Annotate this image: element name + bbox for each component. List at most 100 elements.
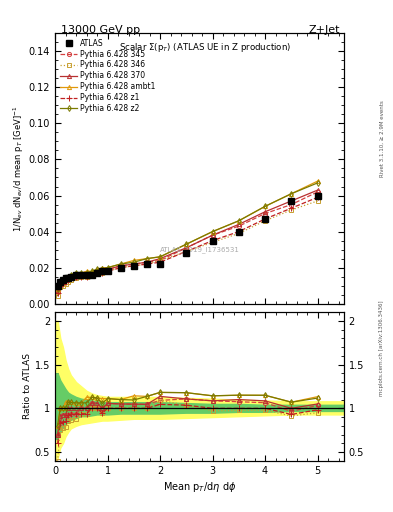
ATLAS bbox=[100, 268, 105, 274]
Pythia 6.428 z1 bbox=[61, 281, 65, 287]
Text: mcplots.cern.ch [arXiv:1306.3436]: mcplots.cern.ch [arXiv:1306.3436] bbox=[380, 301, 384, 396]
Pythia 6.428 z2 bbox=[315, 180, 320, 186]
Pythia 6.428 ambt1 bbox=[263, 203, 268, 209]
Pythia 6.428 ambt1 bbox=[184, 241, 189, 247]
Pythia 6.428 z2 bbox=[68, 272, 73, 278]
Pythia 6.428 z1 bbox=[184, 248, 189, 254]
ATLAS bbox=[95, 270, 99, 276]
Pythia 6.428 z2 bbox=[210, 228, 215, 234]
Pythia 6.428 ambt1 bbox=[63, 273, 68, 280]
Pythia 6.428 z2 bbox=[61, 277, 65, 283]
Line: Pythia 6.428 z1: Pythia 6.428 z1 bbox=[55, 195, 320, 295]
Pythia 6.428 346 bbox=[145, 261, 149, 267]
Text: 13000 GeV pp: 13000 GeV pp bbox=[61, 25, 140, 35]
Text: Z+Jet: Z+Jet bbox=[309, 25, 340, 35]
Pythia 6.428 z1 bbox=[210, 238, 215, 244]
Pythia 6.428 370 bbox=[95, 268, 99, 274]
Pythia 6.428 345 bbox=[131, 261, 136, 267]
Pythia 6.428 ambt1 bbox=[100, 265, 105, 271]
Pythia 6.428 370 bbox=[58, 281, 62, 287]
Pythia 6.428 346 bbox=[237, 230, 241, 237]
Pythia 6.428 z1 bbox=[66, 277, 70, 283]
Pythia 6.428 370 bbox=[158, 255, 162, 262]
Pythia 6.428 ambt1 bbox=[237, 218, 241, 224]
Line: Pythia 6.428 345: Pythia 6.428 345 bbox=[55, 190, 320, 293]
Pythia 6.428 ambt1 bbox=[66, 273, 70, 280]
Pythia 6.428 z1 bbox=[145, 261, 149, 267]
Pythia 6.428 ambt1 bbox=[90, 268, 94, 274]
Pythia 6.428 345 bbox=[90, 270, 94, 276]
Pythia 6.428 345 bbox=[58, 283, 62, 289]
Pythia 6.428 370 bbox=[55, 288, 60, 294]
Pythia 6.428 z2 bbox=[263, 203, 268, 209]
Text: Rivet 3.1.10, ≥ 2.9M events: Rivet 3.1.10, ≥ 2.9M events bbox=[380, 100, 384, 177]
Pythia 6.428 z1 bbox=[105, 268, 110, 274]
Pythia 6.428 z2 bbox=[131, 259, 136, 265]
ATLAS bbox=[68, 273, 73, 280]
Line: ATLAS: ATLAS bbox=[55, 193, 321, 289]
Pythia 6.428 ambt1 bbox=[68, 272, 73, 278]
Pythia 6.428 346 bbox=[184, 248, 189, 254]
Pythia 6.428 346 bbox=[158, 258, 162, 264]
Pythia 6.428 346 bbox=[263, 218, 268, 224]
ATLAS bbox=[184, 250, 189, 257]
Pythia 6.428 ambt1 bbox=[55, 286, 60, 292]
Pythia 6.428 370 bbox=[90, 270, 94, 276]
Pythia 6.428 345 bbox=[263, 210, 268, 217]
Pythia 6.428 370 bbox=[61, 279, 65, 285]
Pythia 6.428 370 bbox=[184, 245, 189, 251]
Pythia 6.428 346 bbox=[84, 273, 89, 280]
Pythia 6.428 346 bbox=[118, 265, 123, 271]
Pythia 6.428 345 bbox=[84, 272, 89, 278]
Pythia 6.428 345 bbox=[66, 277, 70, 283]
Pythia 6.428 ambt1 bbox=[61, 277, 65, 283]
Pythia 6.428 ambt1 bbox=[95, 266, 99, 272]
ATLAS bbox=[79, 272, 84, 278]
ATLAS bbox=[73, 272, 78, 278]
Pythia 6.428 z2 bbox=[184, 241, 189, 247]
Pythia 6.428 ambt1 bbox=[158, 254, 162, 260]
Pythia 6.428 346 bbox=[55, 293, 60, 300]
Pythia 6.428 370 bbox=[131, 261, 136, 267]
Pythia 6.428 z1 bbox=[289, 205, 294, 211]
Pythia 6.428 345 bbox=[105, 266, 110, 272]
Pythia 6.428 345 bbox=[158, 258, 162, 264]
Pythia 6.428 346 bbox=[289, 207, 294, 213]
Pythia 6.428 370 bbox=[68, 273, 73, 280]
Pythia 6.428 346 bbox=[90, 272, 94, 278]
Pythia 6.428 370 bbox=[63, 277, 68, 283]
Pythia 6.428 z2 bbox=[158, 254, 162, 260]
Pythia 6.428 z1 bbox=[118, 265, 123, 271]
ATLAS bbox=[131, 263, 136, 269]
Pythia 6.428 346 bbox=[210, 239, 215, 245]
Pythia 6.428 346 bbox=[105, 268, 110, 274]
Pythia 6.428 370 bbox=[263, 209, 268, 215]
Y-axis label: Ratio to ATLAS: Ratio to ATLAS bbox=[23, 353, 32, 419]
ATLAS bbox=[90, 272, 94, 278]
Pythia 6.428 345 bbox=[145, 259, 149, 265]
Pythia 6.428 z1 bbox=[158, 259, 162, 265]
ATLAS bbox=[210, 238, 215, 244]
Pythia 6.428 346 bbox=[68, 277, 73, 283]
Pythia 6.428 ambt1 bbox=[84, 268, 89, 274]
Pythia 6.428 ambt1 bbox=[289, 190, 294, 197]
Pythia 6.428 370 bbox=[105, 266, 110, 272]
ATLAS bbox=[158, 261, 162, 267]
Pythia 6.428 z2 bbox=[66, 273, 70, 280]
Pythia 6.428 ambt1 bbox=[105, 265, 110, 271]
Pythia 6.428 z1 bbox=[90, 272, 94, 278]
Pythia 6.428 345 bbox=[95, 270, 99, 276]
Pythia 6.428 z2 bbox=[95, 266, 99, 272]
ATLAS bbox=[118, 265, 123, 271]
Line: Pythia 6.428 ambt1: Pythia 6.428 ambt1 bbox=[55, 179, 320, 291]
Line: Pythia 6.428 z2: Pythia 6.428 z2 bbox=[55, 181, 320, 291]
Pythia 6.428 345 bbox=[63, 277, 68, 283]
Pythia 6.428 370 bbox=[237, 221, 241, 227]
Pythia 6.428 z2 bbox=[63, 275, 68, 282]
Pythia 6.428 346 bbox=[95, 270, 99, 276]
ATLAS bbox=[55, 283, 60, 289]
Pythia 6.428 z1 bbox=[58, 283, 62, 289]
Pythia 6.428 z1 bbox=[84, 273, 89, 280]
X-axis label: Mean p$_T$/d$\eta$ d$\phi$: Mean p$_T$/d$\eta$ d$\phi$ bbox=[163, 480, 236, 494]
Pythia 6.428 346 bbox=[61, 283, 65, 289]
